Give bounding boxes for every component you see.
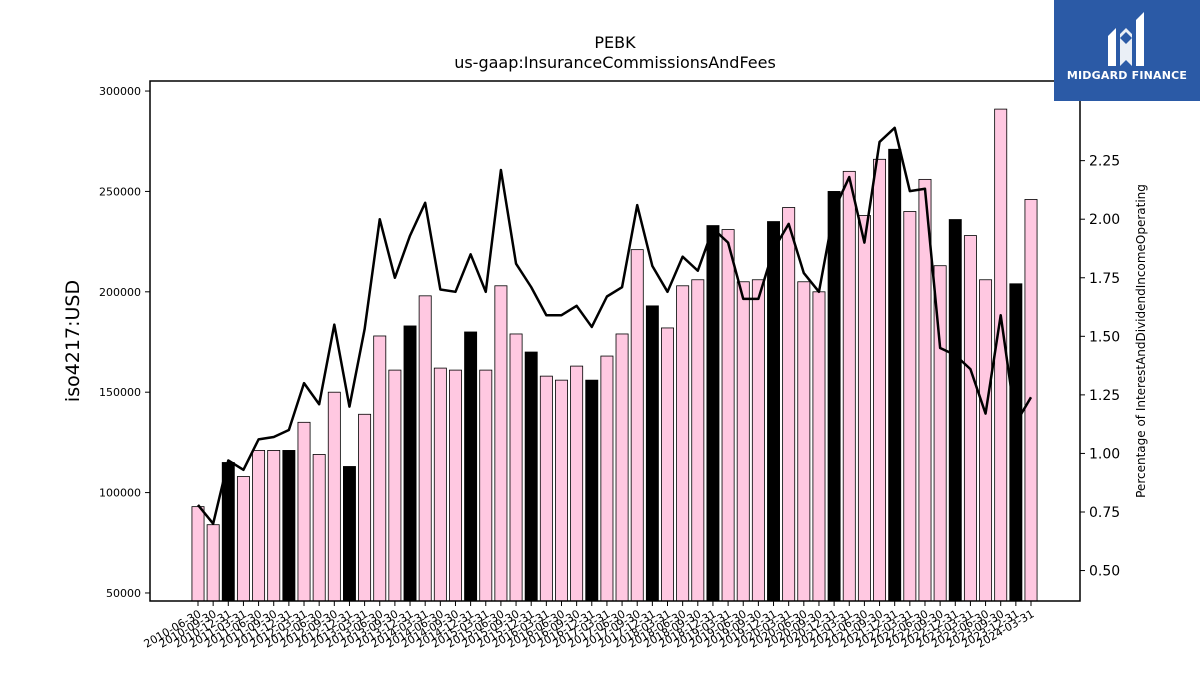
y2-tick-label: 2.00 xyxy=(1089,212,1120,228)
y-tick-label: 150000 xyxy=(99,386,141,399)
y2-tick-label: 0.50 xyxy=(1089,564,1120,580)
bar xyxy=(433,367,447,602)
company-logo: MIDGARD FINANCE xyxy=(1054,0,1200,101)
bar xyxy=(342,466,356,602)
bar xyxy=(827,191,841,602)
bar xyxy=(282,450,296,602)
bar xyxy=(691,279,705,602)
bar xyxy=(555,379,568,602)
bar xyxy=(842,170,856,602)
bar xyxy=(994,108,1008,602)
bar xyxy=(570,365,584,602)
bar xyxy=(1009,283,1023,602)
bar-series xyxy=(191,108,1038,602)
y2-tick-label: 1.00 xyxy=(1089,446,1120,462)
bar xyxy=(751,279,765,602)
y-axis-label: iso4217:USD xyxy=(62,280,84,402)
y-tick-label: 50000 xyxy=(106,587,141,600)
ratio-line xyxy=(197,126,1033,525)
bar xyxy=(236,476,250,602)
bar xyxy=(585,379,599,602)
bar xyxy=(1024,199,1038,602)
bar xyxy=(524,351,538,602)
bar xyxy=(358,413,372,602)
bar xyxy=(615,333,629,602)
bar xyxy=(782,207,796,602)
bar xyxy=(327,391,341,602)
right-axis-ticks: 0.50 0.75 1.00 1.25 1.50 1.75 2.00 2.25 xyxy=(1080,154,1120,580)
bar xyxy=(206,524,220,602)
bar xyxy=(888,148,902,602)
y2-tick-label: 0.75 xyxy=(1089,505,1120,521)
bar xyxy=(797,281,811,602)
bar xyxy=(630,249,644,602)
bar xyxy=(857,215,871,602)
chart-subtitle: us-gaap:InsuranceCommissionsAndFees xyxy=(454,53,776,72)
y2-tick-label: 1.75 xyxy=(1089,271,1120,287)
y2-tick-label: 2.25 xyxy=(1089,154,1120,170)
left-axis-ticks: 50000 100000 150000 200000 250000 300000 xyxy=(99,85,150,600)
bar xyxy=(661,327,674,602)
bar xyxy=(948,219,962,602)
y2-axis-label: Percentage of InterestAndDividendIncomeO… xyxy=(1134,184,1148,498)
y2-tick-label: 1.25 xyxy=(1089,388,1120,404)
bar xyxy=(191,506,205,602)
bar xyxy=(979,279,993,602)
bar xyxy=(388,369,402,602)
bar xyxy=(736,281,750,602)
bar xyxy=(449,369,462,602)
x-axis-ticks: 2010-06-302010-09-302010-12-312011-03-31… xyxy=(142,601,1037,651)
bar xyxy=(267,450,281,602)
y-tick-label: 100000 xyxy=(99,487,141,500)
plot-frame xyxy=(149,80,1081,602)
bar xyxy=(297,421,311,602)
bar xyxy=(903,211,917,602)
bar xyxy=(252,450,266,602)
bar xyxy=(873,158,887,602)
chart-title: PEBK xyxy=(594,33,636,52)
bar xyxy=(767,221,780,602)
bar xyxy=(812,291,826,602)
bar xyxy=(706,225,720,602)
bar xyxy=(479,369,493,602)
bar xyxy=(963,235,977,602)
y2-tick-label: 1.50 xyxy=(1089,329,1120,345)
bar xyxy=(373,335,387,602)
bar xyxy=(403,325,417,602)
bar xyxy=(312,454,326,602)
bar xyxy=(721,229,735,602)
bar xyxy=(539,375,553,602)
bar xyxy=(600,355,614,602)
logo-text: MIDGARD FINANCE xyxy=(1066,69,1188,82)
line-series xyxy=(197,126,1033,525)
y-tick-label: 200000 xyxy=(99,286,141,299)
bar xyxy=(509,333,523,602)
bar xyxy=(494,285,508,602)
bar xyxy=(418,295,432,602)
y-tick-label: 300000 xyxy=(99,85,141,98)
bar xyxy=(645,305,659,602)
y-tick-label: 250000 xyxy=(99,185,141,198)
logo-mark-icon xyxy=(1108,12,1144,66)
bar xyxy=(464,331,478,602)
bar xyxy=(676,285,690,602)
